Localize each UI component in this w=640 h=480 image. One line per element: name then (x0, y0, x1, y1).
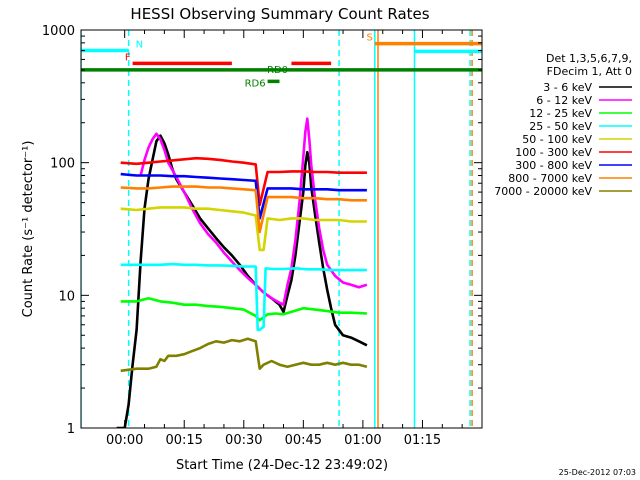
x-tick-label: 00:45 (285, 433, 322, 448)
flag-label: F (125, 52, 131, 63)
series-line (120, 262, 367, 332)
legend-entry-label: 300 - 800 keV (515, 159, 592, 172)
x-axis-label: Start Time (24-Dec-12 23:49:02) (176, 458, 388, 473)
legend-entry-label: 3 - 6 keV (543, 81, 592, 94)
x-tick-label: 00:00 (106, 433, 143, 448)
flag-label: RD6 (245, 78, 266, 89)
x-axis-ticks: 00:00 00:15 00:30 00:45 01:00 01:15 (106, 30, 483, 448)
flag-label: RD0 (267, 65, 288, 76)
x-tick-label: 01:15 (404, 433, 441, 448)
legend-entry-label: 25 - 50 keV (529, 120, 592, 133)
legend-header: Det 1,3,5,6,7,9, (546, 52, 632, 65)
y-axis-ticks: 1 10 100 1000 (42, 24, 482, 437)
y-axis-label: Count Rate (s⁻¹ detector⁻¹) (21, 141, 36, 318)
legend: Det 1,3,5,6,7,9,FDecim 1, Att 0 3 - 6 keV… (494, 52, 632, 198)
series-line (120, 206, 367, 252)
series-line (120, 337, 368, 373)
legend-header: FDecim 1, Att 0 (547, 65, 632, 78)
series-line (139, 117, 368, 307)
y-tick-label: 1 (67, 422, 75, 437)
x-tick-label: 01:00 (344, 433, 381, 448)
x-tick-label: 00:15 (165, 433, 202, 448)
vertical-marker-lines (81, 30, 473, 428)
series-line (120, 296, 367, 322)
legend-entry-label: 100 - 300 keV (515, 146, 592, 159)
legend-entry-label: 7000 - 20000 keV (494, 185, 592, 198)
flag-label: N (136, 40, 143, 51)
legend-entry-label: 12 - 25 keV (529, 107, 592, 120)
series-line (120, 156, 367, 207)
x-tick-label: 00:30 (225, 433, 262, 448)
legend-entry-label: 6 - 12 keV (536, 94, 592, 107)
legend-entry-label: 800 - 7000 keV (508, 172, 592, 185)
series-layer (116, 117, 368, 428)
plot-frame (80, 29, 483, 429)
y-tick-label: 1000 (42, 24, 75, 39)
legend-entry-label: 50 - 100 keV (522, 133, 592, 146)
y-tick-label: 100 (50, 157, 75, 172)
series-line (120, 172, 367, 220)
series-line (120, 185, 367, 234)
chart-title: HESSI Observing Summary Count Rates (130, 5, 429, 23)
timestamp: 25-Dec-2012 07:03 (559, 468, 636, 477)
y-tick-label: 10 (58, 289, 75, 304)
flag-label: S (366, 33, 372, 44)
